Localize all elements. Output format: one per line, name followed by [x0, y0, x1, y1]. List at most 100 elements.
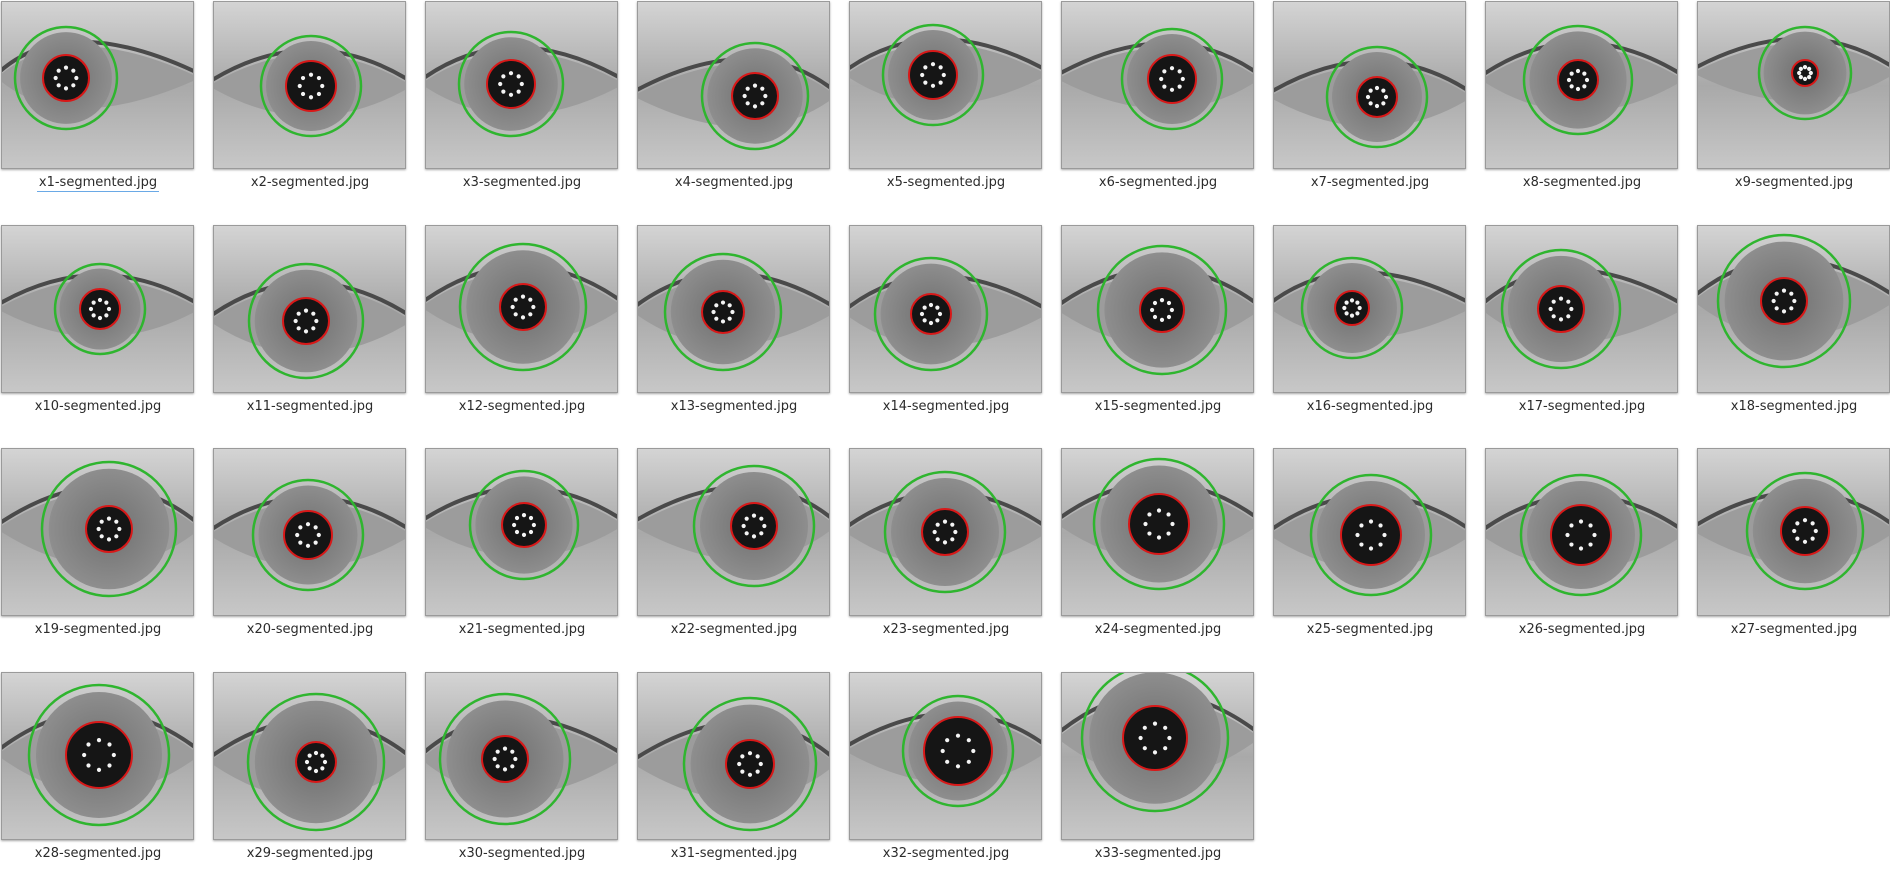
image-thumbnail[interactable]: [849, 448, 1042, 616]
image-thumbnail[interactable]: [1485, 448, 1678, 616]
image-thumbnail[interactable]: [213, 1, 406, 169]
file-name-label: x8-segmented.jpg: [1484, 175, 1680, 190]
pupil-boundary-circle: [921, 508, 969, 556]
file-item[interactable]: x23-segmented.jpg: [848, 447, 1060, 670]
file-item[interactable]: x18-segmented.jpg: [1696, 224, 1890, 447]
iris-boundary-circle: [468, 469, 580, 581]
file-item[interactable]: x13-segmented.jpg: [636, 224, 848, 447]
image-thumbnail[interactable]: [1, 1, 194, 169]
file-name-label: x9-segmented.jpg: [1696, 175, 1890, 190]
file-item[interactable]: x29-segmented.jpg: [212, 671, 424, 894]
file-item[interactable]: x2-segmented.jpg: [212, 0, 424, 223]
image-thumbnail[interactable]: [1273, 225, 1466, 393]
file-name-label: x16-segmented.jpg: [1272, 399, 1468, 414]
image-thumbnail[interactable]: [637, 225, 830, 393]
image-thumbnail[interactable]: [1061, 672, 1254, 840]
file-item[interactable]: x21-segmented.jpg: [424, 447, 636, 670]
file-name-label: x25-segmented.jpg: [1272, 622, 1468, 637]
file-item[interactable]: x33-segmented.jpg: [1060, 671, 1272, 894]
image-thumbnail[interactable]: [1061, 1, 1254, 169]
file-name-text: x1-segmented.jpg: [36, 175, 160, 192]
file-item[interactable]: x5-segmented.jpg: [848, 0, 1060, 223]
file-item[interactable]: x15-segmented.jpg: [1060, 224, 1272, 447]
image-thumbnail[interactable]: [425, 225, 618, 393]
image-thumbnail[interactable]: [1697, 448, 1890, 616]
file-item[interactable]: x17-segmented.jpg: [1484, 224, 1696, 447]
file-item[interactable]: x9-segmented.jpg: [1696, 0, 1890, 223]
image-thumbnail[interactable]: [1697, 225, 1890, 393]
file-item[interactable]: x8-segmented.jpg: [1484, 0, 1696, 223]
image-thumbnail[interactable]: [1485, 225, 1678, 393]
file-item[interactable]: x7-segmented.jpg: [1272, 0, 1484, 223]
file-item[interactable]: x30-segmented.jpg: [424, 671, 636, 894]
eye-image: [426, 226, 617, 392]
image-thumbnail[interactable]: [637, 672, 830, 840]
eye-image: [638, 449, 829, 615]
image-thumbnail[interactable]: [213, 225, 406, 393]
file-item[interactable]: x3-segmented.jpg: [424, 0, 636, 223]
eye-image: [1274, 449, 1465, 615]
image-thumbnail[interactable]: [849, 672, 1042, 840]
image-thumbnail[interactable]: [637, 1, 830, 169]
file-item[interactable]: x28-segmented.jpg: [0, 671, 212, 894]
file-item[interactable]: x24-segmented.jpg: [1060, 447, 1272, 670]
image-thumbnail[interactable]: [1697, 1, 1890, 169]
eye-image: [638, 2, 829, 168]
file-name-label: x11-segmented.jpg: [212, 399, 408, 414]
file-item[interactable]: x32-segmented.jpg: [848, 671, 1060, 894]
file-name-text: x11-segmented.jpg: [246, 399, 374, 414]
file-name-text: x22-segmented.jpg: [670, 622, 798, 637]
file-name-label: x15-segmented.jpg: [1060, 399, 1256, 414]
image-thumbnail[interactable]: [1273, 1, 1466, 169]
pupil-boundary-circle: [282, 297, 330, 345]
file-item[interactable]: x16-segmented.jpg: [1272, 224, 1484, 447]
iris-boundary-circle: [883, 470, 1007, 594]
image-thumbnail[interactable]: [1273, 448, 1466, 616]
image-thumbnail[interactable]: [213, 448, 406, 616]
eye-image: [1486, 2, 1677, 168]
iris-boundary-circle: [682, 696, 818, 832]
image-thumbnail[interactable]: [425, 1, 618, 169]
image-thumbnail[interactable]: [1, 672, 194, 840]
file-item[interactable]: x11-segmented.jpg: [212, 224, 424, 447]
image-thumbnail[interactable]: [849, 1, 1042, 169]
eye-image: [214, 2, 405, 168]
eye-image: [638, 226, 829, 392]
file-name-text: x9-segmented.jpg: [1734, 175, 1854, 190]
file-name-label: x31-segmented.jpg: [636, 846, 832, 861]
eye-image: [2, 2, 193, 168]
pupil-boundary-circle: [499, 283, 547, 331]
image-thumbnail[interactable]: [1, 448, 194, 616]
file-item[interactable]: x31-segmented.jpg: [636, 671, 848, 894]
image-thumbnail[interactable]: [425, 672, 618, 840]
image-thumbnail[interactable]: [1, 225, 194, 393]
image-thumbnail[interactable]: [1485, 1, 1678, 169]
eye-image: [638, 673, 829, 839]
image-thumbnail[interactable]: [213, 672, 406, 840]
file-item[interactable]: x14-segmented.jpg: [848, 224, 1060, 447]
iris-boundary-circle: [1757, 25, 1853, 121]
image-thumbnail[interactable]: [849, 225, 1042, 393]
file-name-text: x32-segmented.jpg: [882, 846, 1010, 861]
file-item[interactable]: x10-segmented.jpg: [0, 224, 212, 447]
file-item[interactable]: x12-segmented.jpg: [424, 224, 636, 447]
file-item[interactable]: x4-segmented.jpg: [636, 0, 848, 223]
file-item[interactable]: x25-segmented.jpg: [1272, 447, 1484, 670]
image-thumbnail[interactable]: [637, 448, 830, 616]
file-item[interactable]: x27-segmented.jpg: [1696, 447, 1890, 670]
file-item[interactable]: x1-segmented.jpg: [0, 0, 212, 223]
image-thumbnail[interactable]: [425, 448, 618, 616]
file-item[interactable]: x20-segmented.jpg: [212, 447, 424, 670]
file-item[interactable]: x6-segmented.jpg: [1060, 0, 1272, 223]
file-name-text: x27-segmented.jpg: [1730, 622, 1858, 637]
file-item[interactable]: x26-segmented.jpg: [1484, 447, 1696, 670]
file-item[interactable]: x19-segmented.jpg: [0, 447, 212, 670]
image-thumbnail[interactable]: [1061, 225, 1254, 393]
iris-boundary-circle: [692, 464, 816, 588]
file-item[interactable]: x22-segmented.jpg: [636, 447, 848, 670]
eye-image: [1698, 449, 1889, 615]
image-thumbnail[interactable]: [1061, 448, 1254, 616]
iris-boundary-circle: [27, 683, 171, 827]
eye-image: [850, 2, 1041, 168]
pupil-boundary-circle: [1760, 277, 1808, 325]
